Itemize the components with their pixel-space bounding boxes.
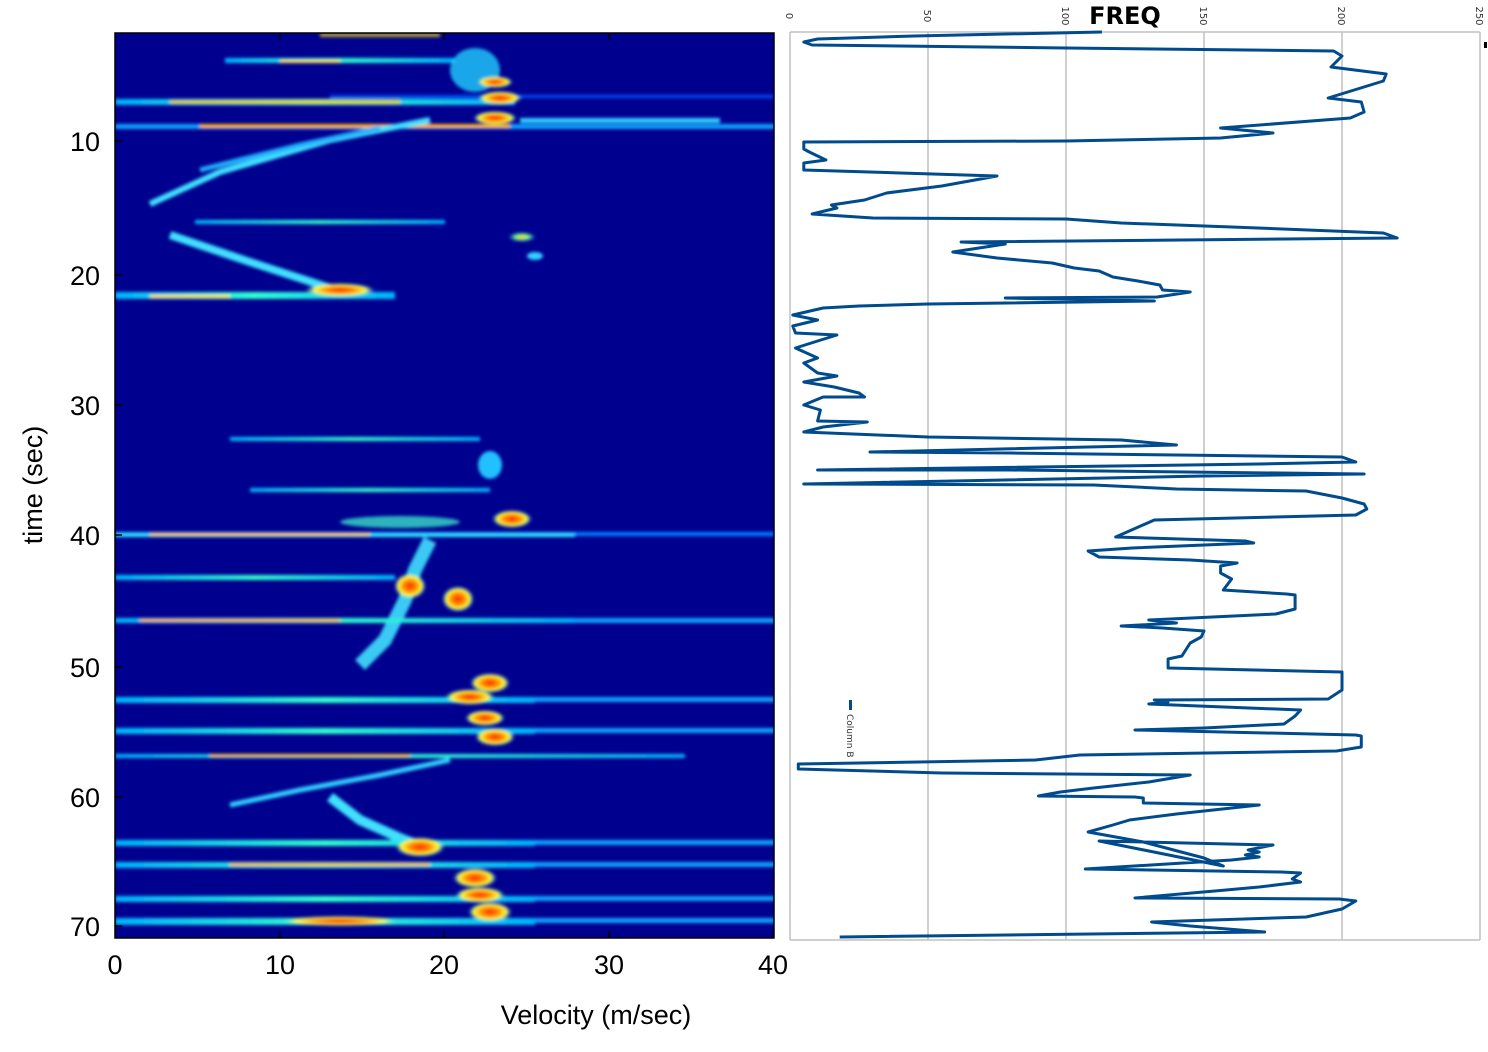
freq-tick-label: 100 [1059, 6, 1070, 25]
y-tick-label: 10 [70, 127, 100, 157]
legend-label: Column B [844, 714, 854, 758]
freq-series-line [791, 30, 1399, 939]
y-tick-label: 50 [70, 653, 100, 683]
freq-tick-label: 50 [921, 10, 932, 23]
freq-tick-label: 250 [1473, 6, 1484, 25]
x-tick-label: 0 [107, 950, 122, 980]
y-axis-label: time (sec) [18, 426, 48, 545]
freq-legend: Column B [844, 700, 854, 758]
spectrogram-features [115, 33, 774, 926]
top-right-marker [1484, 42, 1487, 48]
freq-chart-title: FREQ [1089, 2, 1161, 30]
spectrogram-plot-area [115, 33, 774, 938]
y-axis-ticks [115, 33, 774, 938]
freq-tick-label: 200 [1335, 6, 1346, 25]
x-axis-label: Velocity (m/sec) [501, 1000, 692, 1030]
y-tick-label: 70 [70, 912, 100, 942]
y-tick-label: 60 [70, 783, 100, 813]
freq-tick-label: 150 [1197, 6, 1208, 25]
x-tick-label: 30 [594, 950, 624, 980]
y-tick-label: 20 [70, 261, 100, 291]
y-tick-label: 40 [70, 521, 100, 551]
x-tick-label: 20 [429, 950, 459, 980]
freq-gridlines [789, 31, 1481, 941]
x-tick-label: 40 [758, 950, 788, 980]
x-tick-label: 10 [265, 950, 295, 980]
legend-swatch [849, 700, 852, 710]
y-tick-label: 30 [70, 391, 100, 421]
spectrogram-chart: 10 20 30 40 50 60 70 0 10 20 30 40 Veloc… [18, 32, 788, 1030]
